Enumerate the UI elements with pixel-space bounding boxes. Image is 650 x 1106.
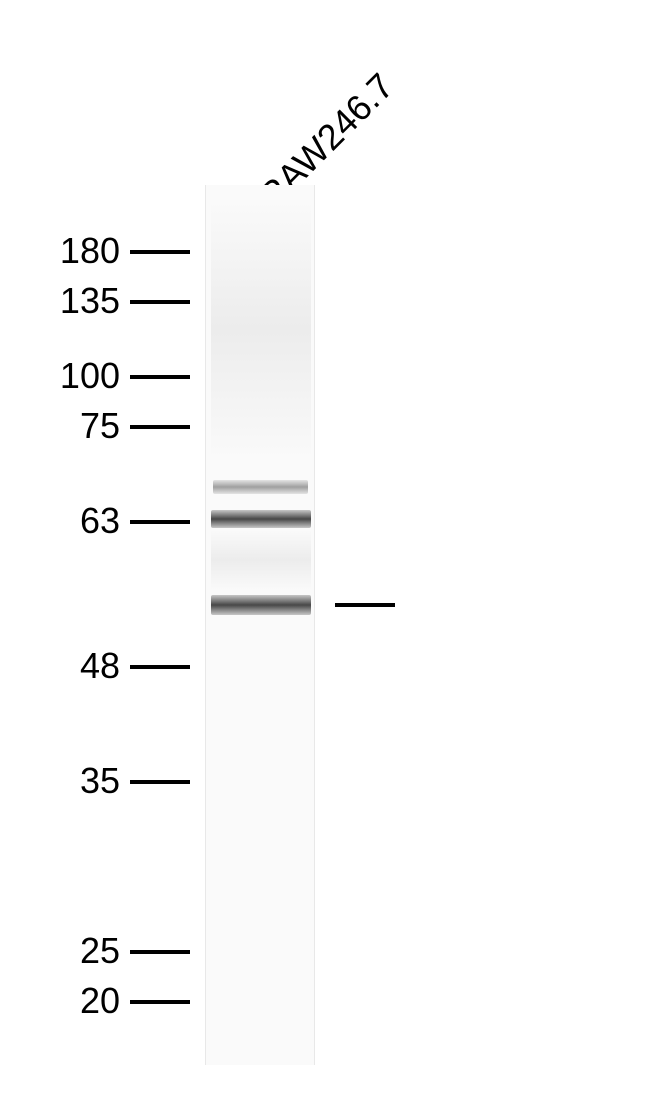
mw-marker-tick (130, 950, 190, 954)
mw-marker-tick (130, 780, 190, 784)
mw-marker-label: 100 (30, 355, 120, 397)
target-band-indicator (335, 603, 395, 607)
mw-marker-label: 75 (30, 405, 120, 447)
mw-marker-label: 48 (30, 645, 120, 687)
lane-smear (211, 200, 311, 460)
mw-marker-tick (130, 300, 190, 304)
mw-marker-label: 63 (30, 500, 120, 542)
mw-marker-label: 35 (30, 760, 120, 802)
gel-lane (205, 185, 315, 1065)
mw-marker-tick (130, 375, 190, 379)
lane-smear (211, 530, 311, 590)
western-blot-figure: RAW246.7 180 135 100 75 63 48 35 25 20 (0, 0, 650, 1106)
mw-marker-tick (130, 1000, 190, 1004)
protein-band (211, 510, 311, 528)
mw-marker-label: 25 (30, 930, 120, 972)
protein-band (211, 595, 311, 615)
protein-band (213, 480, 308, 494)
mw-marker-label: 180 (30, 230, 120, 272)
mw-marker-tick (130, 425, 190, 429)
mw-marker-label: 135 (30, 280, 120, 322)
mw-marker-tick (130, 665, 190, 669)
mw-marker-label: 20 (30, 980, 120, 1022)
mw-marker-tick (130, 250, 190, 254)
mw-marker-tick (130, 520, 190, 524)
